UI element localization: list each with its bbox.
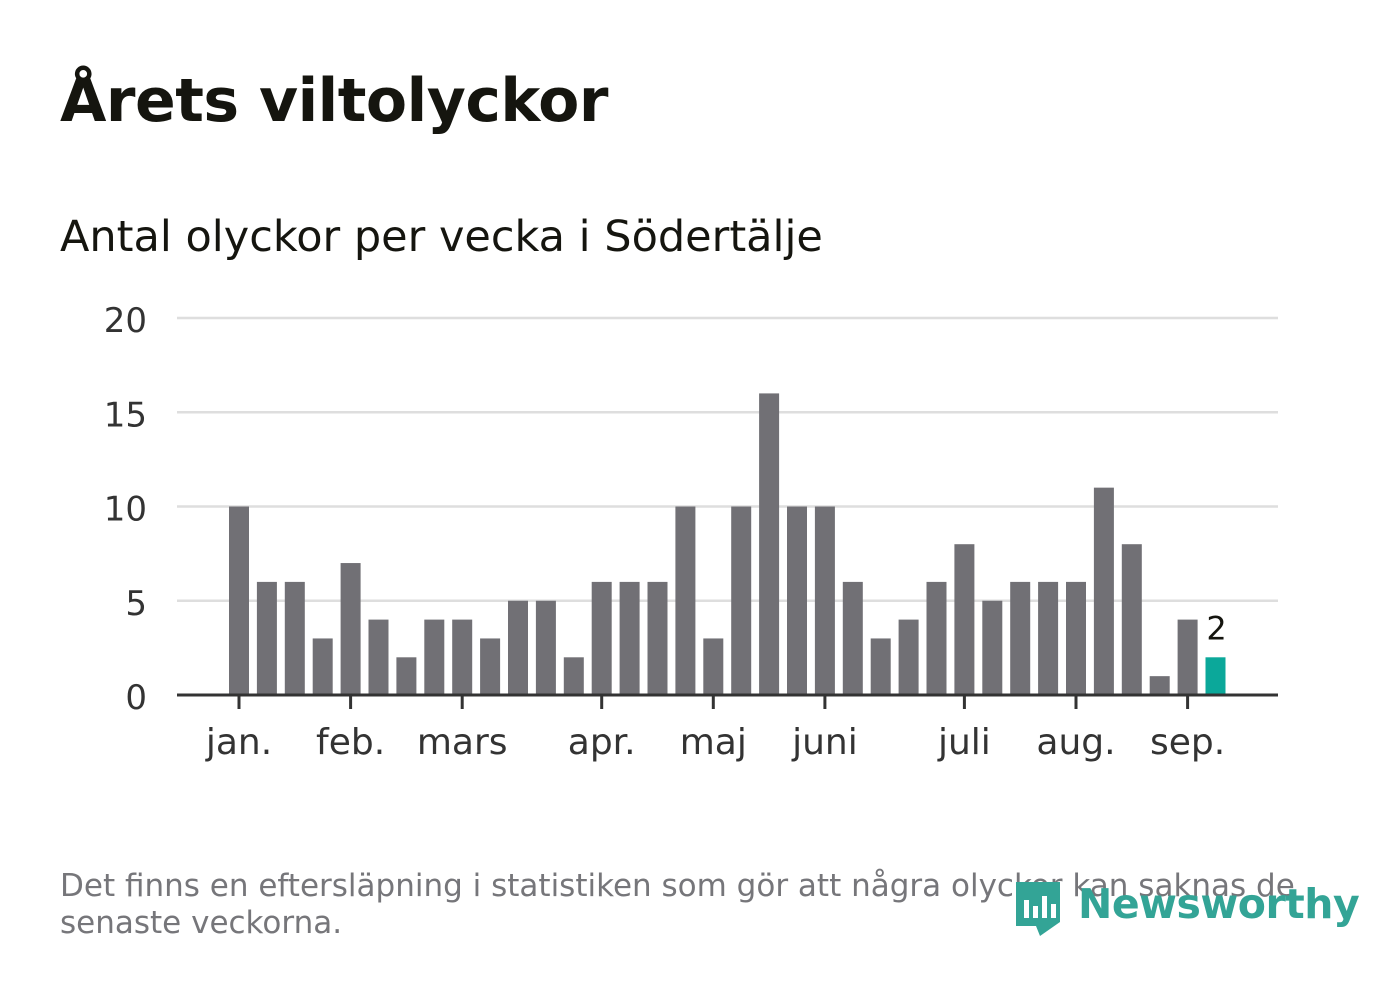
bar: [396, 657, 417, 695]
x-tick-label: jan.: [205, 722, 272, 763]
bar: [563, 657, 584, 695]
bar: [647, 581, 668, 695]
bar: [954, 544, 975, 695]
bar: [898, 619, 919, 695]
bar: [787, 506, 807, 695]
bar: [1121, 544, 1142, 695]
x-tick-label: juni: [791, 722, 858, 763]
y-tick-label: 20: [104, 301, 147, 341]
bar: [229, 506, 249, 695]
footnote: Det finns en eftersläpning i statistiken…: [60, 868, 1295, 941]
y-tick-label: 5: [125, 584, 147, 624]
x-tick-label: juli: [937, 722, 991, 763]
newsworthy-logo-icon: [1016, 882, 1060, 936]
brand-name: Newsworthy: [1078, 880, 1360, 928]
x-tick-label: sep.: [1150, 722, 1225, 763]
bar: [703, 638, 724, 695]
bar: [926, 581, 947, 695]
bars: [229, 393, 1226, 695]
bar: [424, 619, 445, 695]
bar: [1038, 581, 1059, 695]
x-tick-label: maj: [680, 722, 747, 763]
bar: [842, 581, 863, 695]
x-tick-label: apr.: [568, 722, 636, 763]
bar-chart: 0 5 10 15 20 2 jan. feb. mars apr. maj juni juli aug.…: [104, 301, 1278, 763]
bar: [508, 600, 528, 695]
x-tick-label: feb.: [316, 722, 385, 763]
bar: [982, 600, 1003, 695]
x-axis: [177, 693, 1278, 709]
bar: [256, 581, 277, 695]
chart-subtitle: Antal olyckor per vecka i Södertälje: [60, 212, 823, 262]
y-tick-label: 15: [104, 395, 147, 435]
bar: [759, 393, 780, 695]
bar: [452, 619, 473, 695]
bar: [1205, 657, 1226, 695]
bar: [284, 581, 305, 695]
chart-title: Årets viltolyckor: [60, 66, 609, 136]
bar: [675, 506, 696, 695]
bar: [1177, 619, 1198, 695]
x-tick-label: aug.: [1036, 722, 1115, 763]
bar: [535, 600, 556, 695]
bar: [480, 638, 501, 695]
bar: [312, 638, 333, 695]
bar: [340, 563, 361, 695]
bar: [870, 638, 891, 695]
bar: [1010, 581, 1031, 695]
bar: [1149, 676, 1170, 695]
axis-labels: 0 5 10 15 20 2 jan. feb. mars apr. maj juni juli aug.…: [104, 301, 1227, 763]
bar: [1066, 581, 1086, 695]
y-tick-label: 0: [125, 678, 147, 718]
x-tick-label: mars: [417, 722, 508, 763]
bar: [731, 506, 752, 695]
newsworthy-brand: Newsworthy: [1012, 876, 1360, 942]
bar: [814, 506, 835, 695]
bar: [1093, 487, 1114, 695]
data-label: 2: [1206, 609, 1226, 647]
bar: [368, 619, 389, 695]
bar: [619, 581, 640, 695]
bar: [591, 581, 612, 695]
y-tick-label: 10: [104, 490, 147, 530]
